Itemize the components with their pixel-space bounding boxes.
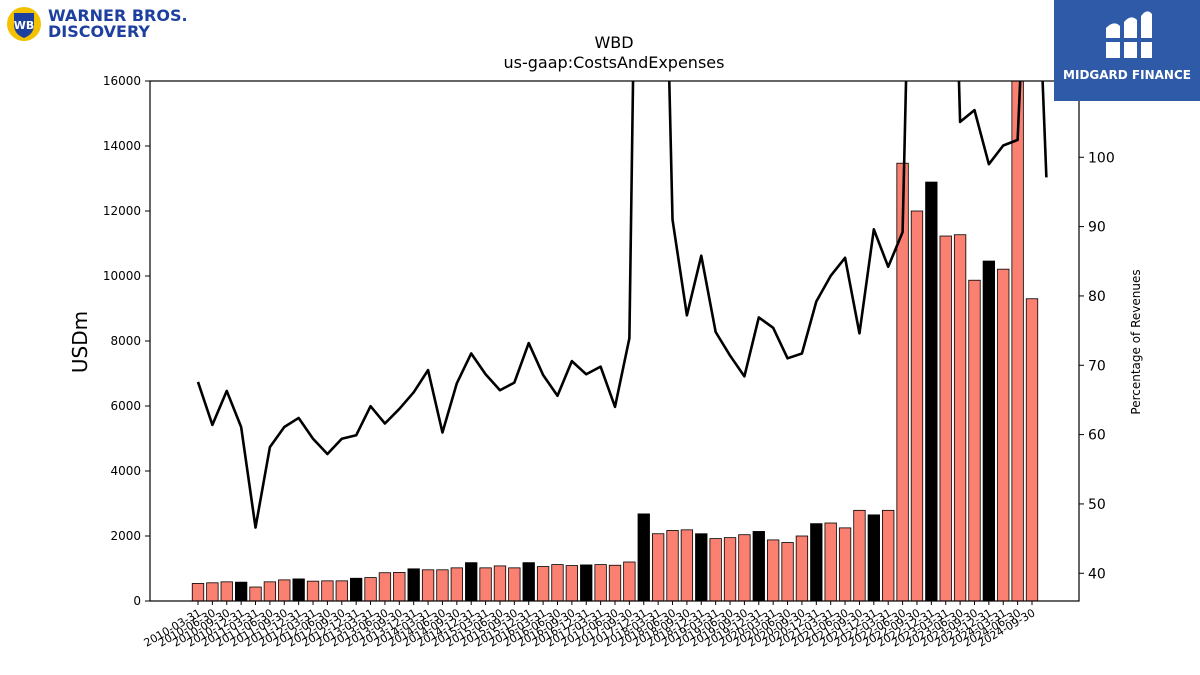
bar: [752, 531, 765, 601]
bar: [925, 181, 938, 601]
bar: [493, 565, 507, 601]
bar: [997, 268, 1010, 601]
y2-tick-label: 100: [1088, 150, 1115, 166]
bar: [565, 565, 579, 601]
bar: [263, 581, 277, 601]
wb-logo-line2: DISCOVERY: [48, 22, 151, 41]
y2-tick-label: 80: [1088, 289, 1106, 305]
wb-shield-icon: WB: [7, 7, 41, 41]
bar: [594, 564, 607, 601]
y-axis-ticks: 0 2000 4000 6000 8000 10000 12000 14000 16000: [103, 74, 150, 608]
midgard-finance-logo: MIDGARD FINANCE: [1054, 0, 1200, 101]
bar: [795, 535, 809, 601]
y2-tick-label: 50: [1088, 497, 1106, 513]
bar: [335, 580, 348, 601]
bar: [968, 279, 981, 601]
bar: [709, 538, 722, 601]
midgard-mark-icon: [1106, 11, 1152, 58]
y-tick-label: 12000: [103, 204, 141, 218]
y2-tick-label: 90: [1088, 220, 1106, 236]
bar: [623, 561, 636, 601]
bar: [522, 562, 535, 601]
bar: [350, 577, 363, 601]
bar: [551, 564, 564, 601]
y-tick-label: 4000: [110, 464, 141, 478]
bar: [292, 578, 305, 601]
wb-logo-text: WARNER BROS. DISCOVERY: [48, 8, 188, 40]
bar: [421, 569, 435, 601]
bar: [364, 577, 377, 601]
bar: [939, 235, 952, 601]
bar: [651, 533, 665, 601]
y2-tick-label: 60: [1088, 428, 1106, 444]
bar: [953, 234, 967, 601]
y-tick-label: 16000: [103, 74, 141, 88]
bar: [278, 579, 291, 601]
y-tick-label: 10000: [103, 269, 141, 283]
y2-axis-label: Percentage of Revenues: [1129, 269, 1143, 414]
line-path: [196, 81, 1048, 529]
bar-series: [191, 81, 1039, 601]
y-tick-label: 6000: [110, 399, 141, 413]
line-series: [196, 81, 1048, 529]
bar: [465, 562, 478, 601]
bar: [508, 567, 521, 601]
y2-tick-label: 40: [1088, 566, 1106, 582]
bar: [738, 534, 751, 601]
svg-text:WB: WB: [14, 19, 35, 32]
bar: [781, 542, 794, 601]
bar: [206, 582, 219, 601]
bar: [666, 530, 679, 601]
bar: [536, 566, 550, 601]
bar: [450, 567, 463, 601]
y-axis-label: USDm: [68, 311, 92, 373]
y-tick-label: 0: [133, 594, 141, 608]
bar: [220, 581, 233, 601]
warner-bros-discovery-logo: WB WARNER BROS. DISCOVERY: [6, 6, 196, 42]
bar: [407, 568, 420, 601]
bar: [810, 523, 823, 601]
bar: [1025, 298, 1039, 601]
bar: [580, 564, 593, 601]
x-axis-ticks: 2010-03-312010-06-302010-09-302010-12-31…: [142, 601, 1038, 650]
bar: [680, 529, 694, 601]
bar: [853, 509, 866, 601]
bar: [695, 533, 708, 601]
bar: [896, 162, 909, 601]
bar: [479, 567, 492, 601]
bar: [882, 509, 895, 601]
chart-title: WBD: [594, 33, 633, 52]
y-tick-label: 8000: [110, 334, 141, 348]
chart-subtitle: us-gaap:CostsAndExpenses: [504, 53, 725, 72]
midgard-logo-text: MIDGARD FINANCE: [1063, 68, 1191, 82]
bar: [723, 537, 737, 601]
bar: [436, 569, 449, 601]
bar: [910, 210, 924, 601]
bar: [393, 572, 406, 601]
y2-axis-ticks: 40 50 60 70 80 90 100: [1079, 150, 1115, 582]
y2-tick-label: 70: [1088, 358, 1106, 374]
bar: [637, 513, 650, 601]
y-tick-label: 14000: [103, 139, 141, 153]
y-tick-label: 2000: [110, 529, 141, 543]
bar: [1011, 81, 1024, 601]
bar: [608, 564, 622, 601]
bar: [249, 586, 262, 601]
bar: [824, 522, 837, 601]
bar: [982, 260, 996, 601]
bar: [306, 580, 320, 601]
bar: [321, 580, 334, 601]
bar: [378, 572, 392, 601]
wb-logo-line1: WARNER BROS.: [48, 6, 188, 25]
plot-frame: [149, 80, 1080, 602]
bar: [767, 539, 780, 601]
bar: [234, 581, 248, 601]
bar: [191, 583, 205, 601]
bar: [867, 514, 880, 601]
bar: [838, 527, 852, 601]
